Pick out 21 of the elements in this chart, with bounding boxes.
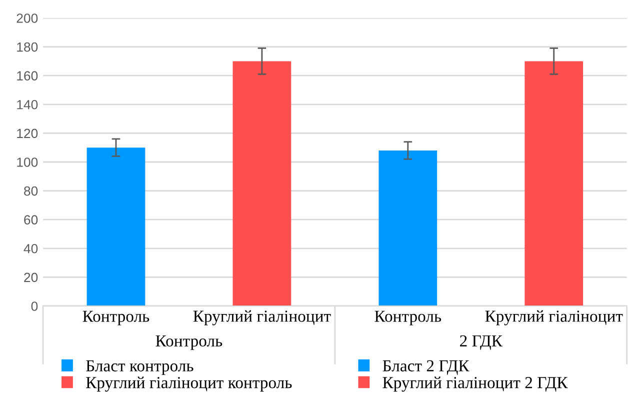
legend-label: Круглий гіаліноцит контроль [86, 376, 292, 392]
text: 2 ГДК [460, 335, 503, 350]
y-tick-label: 100 [17, 158, 38, 167]
y-tick-label: 120 [17, 128, 38, 138]
x-tick-label: Круглий гіаліноцит [485, 310, 623, 326]
y-tick-label: 200 [16, 14, 38, 23]
x-tick-label: Контроль [374, 310, 442, 326]
x-tick-label: Контроль [82, 310, 150, 326]
y-tick-label: 0 [31, 302, 38, 311]
text: Контроль [156, 335, 222, 350]
legend-label: Бласт 2 ГДК [382, 360, 470, 375]
y-tick-label: 180 [17, 42, 38, 52]
y-tick-label: 40 [24, 244, 38, 254]
y-tick-label: 60 [24, 215, 38, 225]
y-tick-label: 140 [17, 100, 38, 110]
legend-label: Бласт контроль [86, 360, 194, 375]
y-tick-label: 20 [24, 272, 38, 282]
y-tick-label: 80 [24, 186, 38, 196]
x-tick-label: Круглий гіаліноцит [193, 310, 331, 326]
legend-label: Круглий гіаліноцит 2 ГДК [382, 376, 568, 392]
y-tick-label: 160 [17, 71, 38, 81]
